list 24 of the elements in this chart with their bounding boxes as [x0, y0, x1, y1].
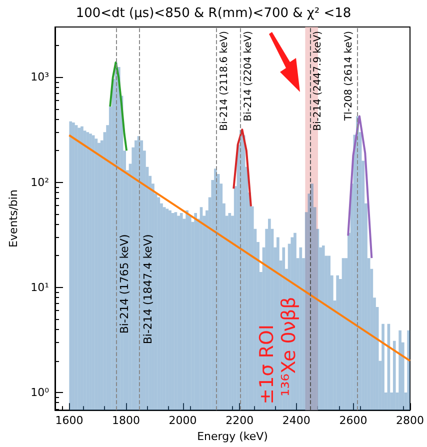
x-tick-label: 2800: [396, 414, 424, 428]
x-tick-label: 1800: [112, 414, 140, 428]
x-axis-title: Energy (keV): [197, 430, 268, 443]
annotation: ¹³⁶Xe 0νββ: [278, 296, 300, 396]
x-tick-label: 2400: [282, 414, 310, 428]
ref-line-label: Tl-208 (2614 keV): [344, 30, 355, 122]
line-series: [232, 128, 252, 208]
ref-line-label: Bi-214 (2204 keV): [243, 30, 254, 122]
y-tick-label: 10¹: [30, 280, 49, 294]
chart-title: 100<dt (μs)<850 & R(mm)<700 & χ² <18: [76, 6, 352, 21]
x-tick-label: 2000: [168, 414, 197, 428]
ref-line-label: Bi-214 (1847.4 keV): [141, 234, 154, 344]
annotation: ±1σ ROI: [256, 324, 278, 404]
ref-line-label: Bi-214 (2447.9 keV): [312, 30, 324, 131]
x-tick-label: 2200: [226, 414, 254, 428]
ref-line-label: Bi-214 (1765 keV): [118, 234, 132, 334]
y-tick-label: 10⁰: [30, 386, 50, 399]
x-tick-label: 2600: [339, 414, 368, 428]
x-tick-label: 1600: [55, 414, 84, 428]
line-series: [109, 61, 128, 152]
y-tick-label: 10³: [30, 70, 49, 84]
y-axis-title: Events/bin: [7, 190, 20, 248]
y-tick-label: 10²: [30, 176, 49, 189]
ref-line-label: Bi-214 (2118.6 keV): [218, 30, 230, 131]
